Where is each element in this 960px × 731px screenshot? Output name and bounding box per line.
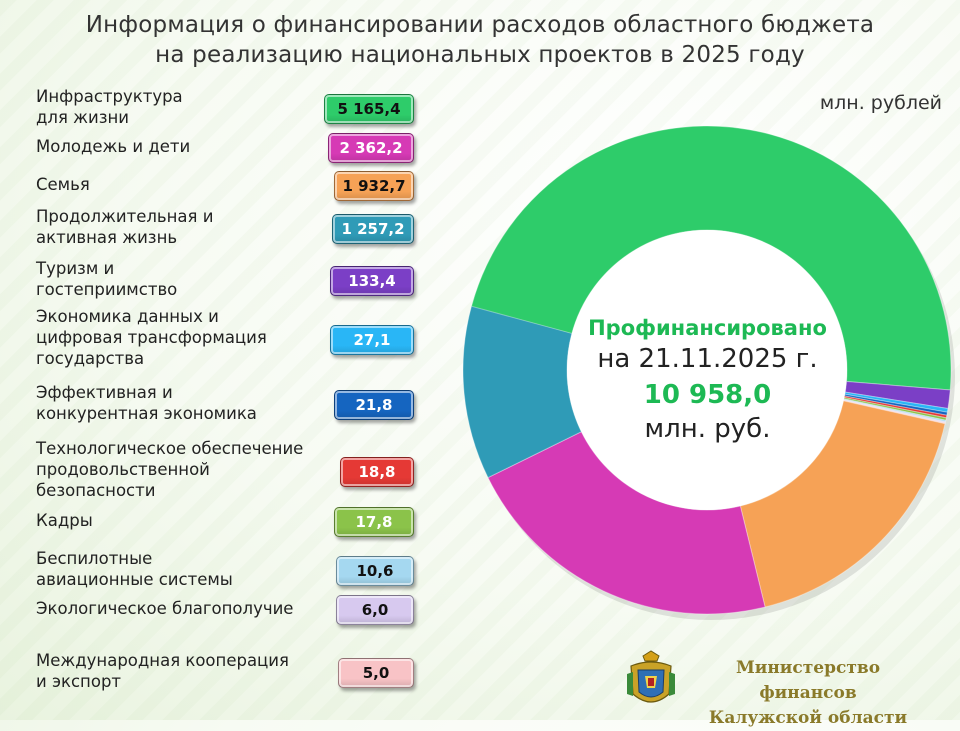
unit-label: млн. рублей (819, 92, 942, 114)
center-date: на 21.11.2025 г. (597, 344, 818, 374)
value-badge: 18,8 (340, 457, 414, 487)
legend-row: Международная кооперация и экспорт 5,0 (0, 650, 420, 694)
legend-row: Беспилотные авиационные системы 10,6 (0, 548, 420, 592)
legend-label: Инфраструктура для жизни (36, 87, 183, 127)
legend-label: Технологическое обеспечение продовольств… (36, 439, 304, 500)
legend-label: Экологическое благополучие (36, 599, 294, 618)
donut-hole (567, 230, 847, 510)
title-line-1: Информация о финансировании расходов обл… (85, 12, 875, 38)
page-title: Информация о финансировании расходов обл… (0, 10, 960, 70)
legend-row: Технологическое обеспечение продовольств… (0, 438, 420, 504)
legend-label: Международная кооперация и экспорт (36, 651, 289, 691)
donut-slice (844, 391, 949, 413)
center-funded-label: Профинансировано (588, 316, 827, 340)
legend-label: Кадры (36, 511, 93, 530)
legend-row: Продолжительная и активная жизнь 1 257,2 (0, 206, 420, 250)
legend-label: Эффективная и конкурентная экономика (36, 383, 257, 423)
value-badge: 21,8 (334, 390, 414, 420)
legend-row: Молодежь и дети 2 362,2 (0, 133, 420, 163)
legend-row: Кадры 17,8 (0, 507, 420, 537)
legend-row: Экономика данных и цифровая трансформаци… (0, 306, 420, 372)
legend-label: Беспилотные авиационные системы (36, 549, 233, 589)
title-line-2: на реализацию национальных проектов в 20… (155, 42, 805, 68)
coat-of-arms-icon (627, 650, 675, 703)
value-badge: 133,4 (330, 266, 414, 296)
value-badge: 1 257,2 (332, 214, 414, 244)
legend-row: Туризм и гостеприимство 133,4 (0, 258, 420, 302)
value-badge: 1 932,7 (334, 171, 414, 201)
value-badge: 2 362,2 (328, 133, 414, 163)
value-badge: 5 165,4 (324, 94, 414, 124)
legend-label: Продолжительная и активная жизнь (36, 207, 214, 247)
legend-row: Экологическое благополучие 6,0 (0, 595, 420, 625)
ministry-line-2: Калужской области (708, 708, 908, 728)
ministry-line-1: Министерство финансов (735, 658, 881, 703)
legend-label: Семья (36, 175, 90, 194)
value-badge: 17,8 (334, 507, 414, 537)
value-badge: 27,1 (330, 325, 414, 355)
value-badge: 10,6 (336, 556, 414, 586)
legend-label: Туризм и гостеприимство (36, 259, 178, 299)
value-badge: 6,0 (336, 595, 414, 625)
legend-label: Молодежь и дети (36, 137, 191, 156)
center-total: 10 958,0 (643, 380, 772, 410)
legend-row: Семья 1 932,7 (0, 171, 420, 201)
legend-label: Экономика данных и цифровая трансформаци… (36, 307, 267, 368)
legend-row: Инфраструктура для жизни 5 165,4 (0, 86, 420, 130)
center-unit: млн. руб. (644, 414, 771, 444)
legend-row: Эффективная и конкурентная экономика 21,8 (0, 382, 420, 426)
value-badge: 5,0 (338, 658, 414, 688)
